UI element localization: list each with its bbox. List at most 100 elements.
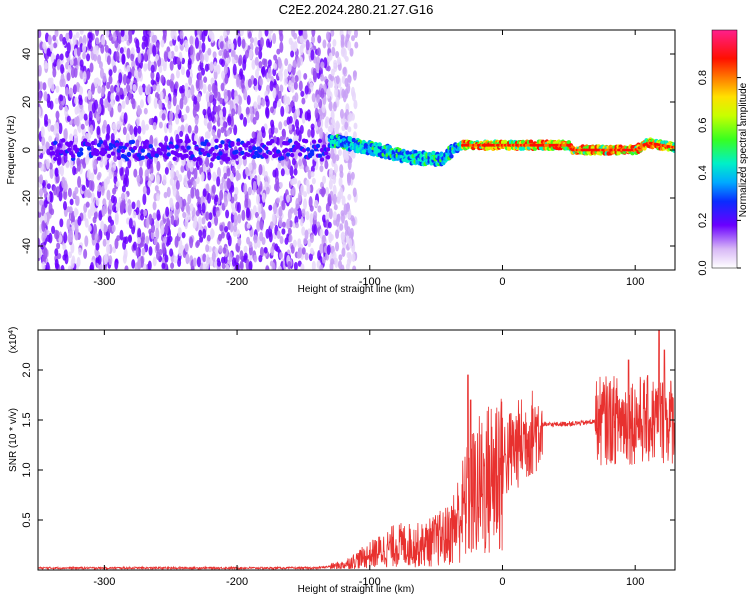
heatmap-cell <box>261 58 266 66</box>
heatmap-cell <box>326 86 331 99</box>
heatmap-cell <box>154 185 159 192</box>
heatmap-cell <box>153 115 158 124</box>
heatmap-cell <box>207 83 212 93</box>
heatmap-cell <box>259 78 264 86</box>
heatmap-cell <box>168 124 173 134</box>
heatmap-cell <box>86 53 91 62</box>
heatmap-cell <box>108 32 113 41</box>
heatmap-cell <box>220 231 225 239</box>
heatmap-cell <box>105 133 110 141</box>
heatmap-cell <box>38 117 41 129</box>
heatmap-cell <box>347 175 352 186</box>
heatmap-cell <box>90 83 95 95</box>
heatmap-cell <box>296 108 301 118</box>
heatmap-cell <box>136 104 141 117</box>
heatmap-cell <box>350 171 355 180</box>
heatmap-cell <box>87 89 92 101</box>
heatmap-cell <box>105 30 110 38</box>
heatmap-cell <box>309 151 315 157</box>
heatmap-cell <box>200 148 205 153</box>
heatmap-cell <box>97 184 102 192</box>
heatmap-cell <box>164 254 169 263</box>
heatmap-cell <box>243 88 248 101</box>
heatmap-cell <box>251 131 256 139</box>
heatmap-cell <box>322 175 327 184</box>
heatmap-cell <box>110 85 115 95</box>
heatmap-cell <box>158 121 163 129</box>
heatmap-cell <box>325 116 330 124</box>
heatmap-cell <box>235 262 240 270</box>
heatmap-cell <box>184 82 189 92</box>
heatmap-cell <box>133 69 138 79</box>
heatmap-cell <box>61 138 66 143</box>
heatmap-cell <box>103 178 108 191</box>
heatmap-cell <box>210 228 215 240</box>
heatmap-cell <box>202 83 207 94</box>
heatmap-cell <box>292 59 297 69</box>
heatmap-cell <box>335 241 340 252</box>
heatmap-cell <box>123 173 128 185</box>
heatmap-cell <box>351 217 356 227</box>
heatmap-cell <box>352 265 357 270</box>
heatmap-cell <box>106 244 111 255</box>
heatmap-cell <box>234 149 239 155</box>
heatmap-cell <box>103 155 108 166</box>
heatmap-cell <box>295 126 300 136</box>
heatmap-cell <box>353 30 358 39</box>
heatmap-cell <box>123 112 128 124</box>
heatmap-cell <box>163 191 168 199</box>
heatmap-cell <box>216 64 221 75</box>
heatmap-cell <box>148 144 154 149</box>
heatmap-cell <box>319 147 325 153</box>
heatmap-cell <box>107 224 112 234</box>
heatmap-cell <box>351 91 356 102</box>
heatmap-cell <box>146 84 151 96</box>
heatmap-cell <box>228 251 233 263</box>
heatmap-cell <box>305 179 310 187</box>
heatmap-cell <box>107 90 112 103</box>
heatmap-cell <box>175 201 180 210</box>
heatmap-cell <box>271 262 276 270</box>
heatmap-cell <box>270 246 275 256</box>
heatmap-cell <box>102 149 108 155</box>
heatmap-cell <box>132 211 137 219</box>
heatmap-cell <box>175 180 180 191</box>
heatmap-cell <box>122 253 127 264</box>
heatmap-cell <box>112 204 117 213</box>
heatmap-cell <box>194 124 199 135</box>
heatmap-cell <box>313 224 318 236</box>
heatmap-cell <box>230 142 235 147</box>
heatmap-cell <box>179 130 184 138</box>
heatmap-cell <box>227 115 232 126</box>
heatmap-cell <box>155 219 160 231</box>
heatmap-cell <box>290 50 295 58</box>
y-tick-label: -40 <box>21 238 33 254</box>
heatmap-cell <box>89 62 94 73</box>
heatmap-cell <box>203 76 208 83</box>
heatmap-cell <box>98 139 104 145</box>
heatmap-cell <box>63 129 68 138</box>
heatmap-cell <box>287 260 292 270</box>
heatmap-cell <box>84 156 89 165</box>
heatmap-cell <box>156 193 161 202</box>
heatmap-cell <box>155 174 160 185</box>
heatmap-cell <box>188 76 193 86</box>
heatmap-cell <box>214 138 219 143</box>
heatmap-cell <box>147 180 152 188</box>
heatmap-cell <box>161 242 166 255</box>
heatmap-cell <box>82 138 88 143</box>
heatmap-cell <box>160 225 165 235</box>
snr-panel: -300 -200 -100 0 100 2.0 1.5 1.0 0.5 Height of … <box>8 327 676 595</box>
heatmap-cell <box>233 224 238 233</box>
heatmap-cell <box>90 172 95 181</box>
heatmap-cell <box>102 141 108 146</box>
heatmap-cell <box>184 42 189 53</box>
heatmap-cell <box>279 236 284 245</box>
heatmap-cell <box>377 142 382 147</box>
heatmap-cell <box>297 207 302 220</box>
heatmap-cell <box>147 94 152 105</box>
heatmap-cell <box>246 152 251 158</box>
heatmap-cell <box>113 155 118 162</box>
heatmap-cell <box>224 226 229 233</box>
heatmap-cell <box>224 143 229 148</box>
